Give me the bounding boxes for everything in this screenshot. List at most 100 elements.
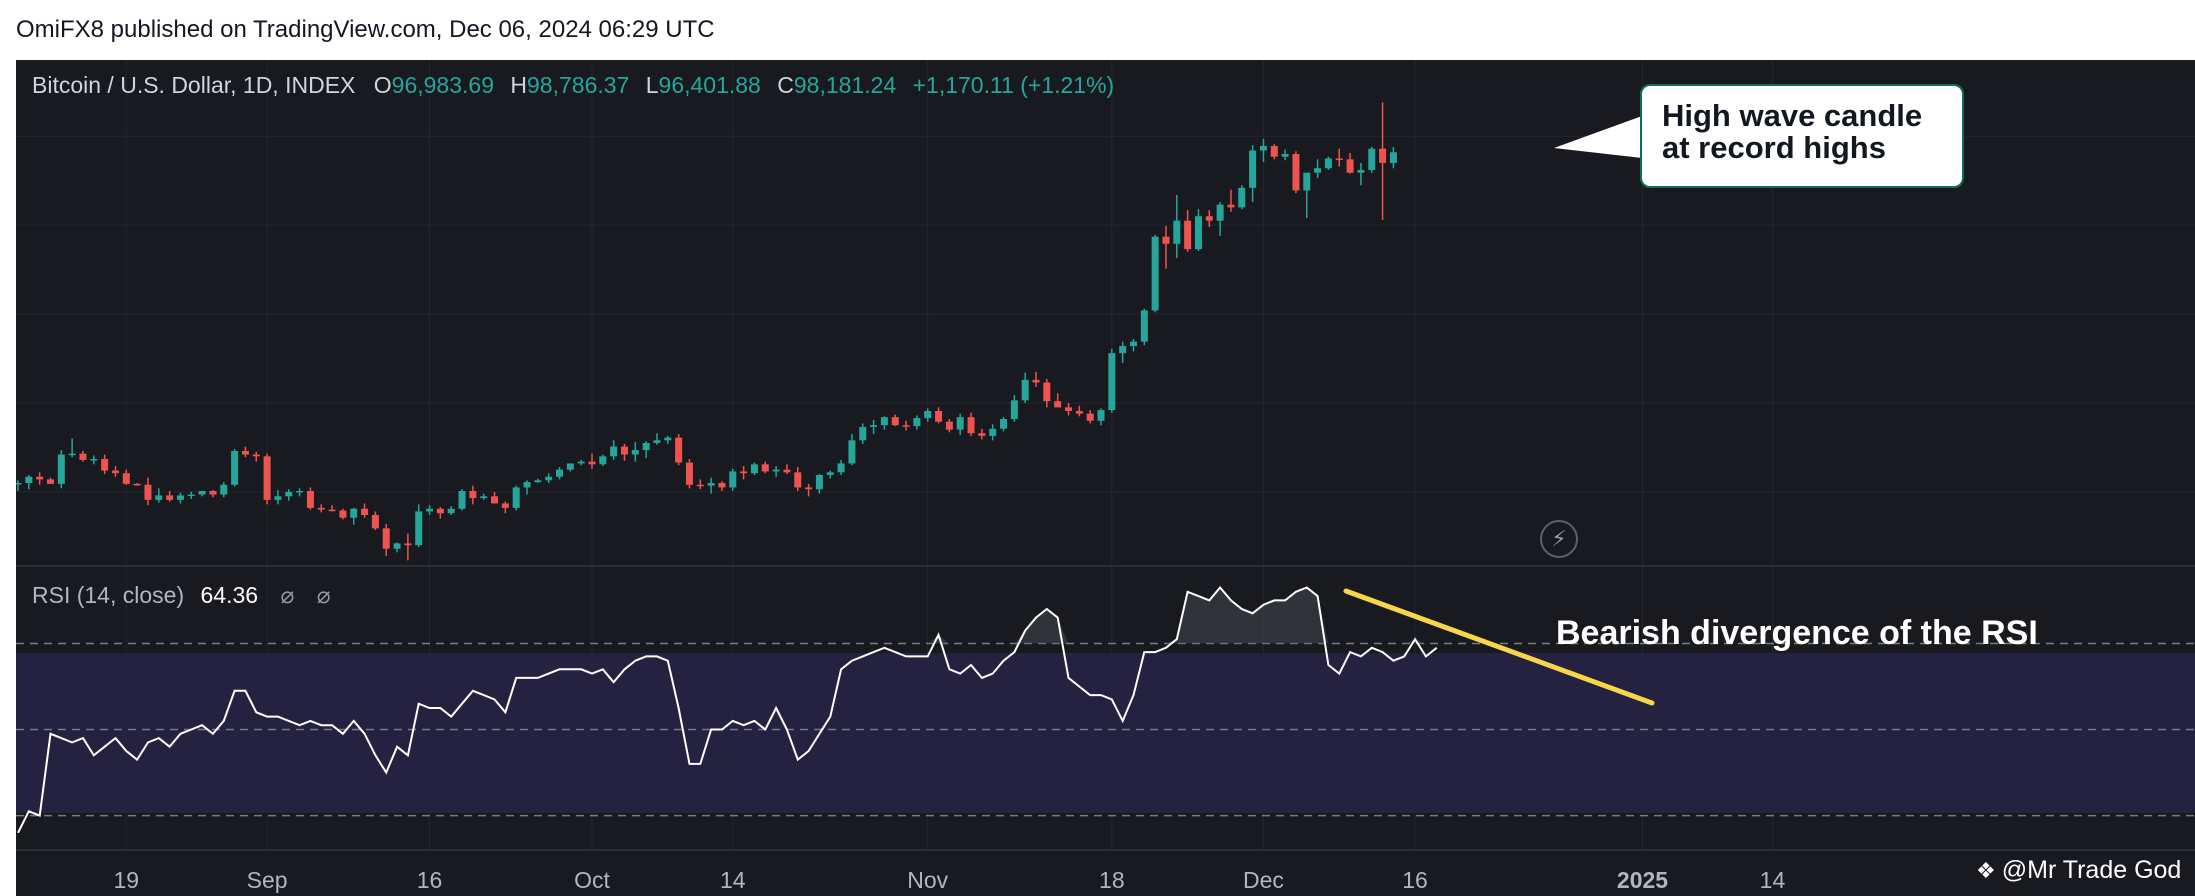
candle — [967, 412, 975, 436]
candle — [458, 489, 466, 511]
callout-line-2: at record highs — [1662, 130, 1886, 165]
candle-body — [1065, 407, 1073, 411]
symbol-legend[interactable]: Bitcoin / U.S. Dollar, 1D, INDEX O96,983… — [32, 72, 1114, 99]
candle-body — [945, 421, 953, 430]
candle — [209, 490, 217, 498]
candle — [913, 415, 921, 430]
candle — [783, 464, 791, 475]
candle-body — [577, 461, 585, 464]
candle-body — [1379, 148, 1387, 163]
candle — [610, 440, 618, 460]
candle — [707, 477, 715, 494]
candle — [1281, 149, 1289, 161]
close-label: C — [777, 72, 794, 98]
divergence-trendline[interactable] — [1343, 588, 1655, 706]
candle-body — [761, 464, 769, 472]
watermark: ❖ @Mr Trade God — [1976, 856, 2181, 885]
candle-body — [1324, 158, 1332, 169]
candle — [837, 459, 845, 475]
candle-body — [404, 543, 412, 546]
candle-body — [620, 446, 628, 455]
candle — [198, 490, 206, 497]
x-tick-label: 14 — [720, 867, 746, 893]
candle — [1368, 146, 1376, 173]
x-tick-label: 18 — [1099, 867, 1125, 893]
candle-body — [198, 490, 206, 495]
candle — [696, 479, 704, 490]
candle-body — [1205, 216, 1213, 221]
candle — [350, 507, 358, 525]
callout-box[interactable]: High wave candle at record highs — [1640, 84, 1964, 188]
candle-body — [79, 453, 87, 460]
candle-body — [133, 483, 141, 486]
candle-body — [382, 528, 390, 549]
chart-svg[interactable]: 19 Sep 16 Oct 14 Nov 18 Dec 16 2025 14 — [16, 60, 2195, 896]
candle — [1216, 202, 1224, 236]
candle-body — [924, 410, 932, 419]
candle-body — [956, 417, 964, 430]
rsi-label: RSI (14, close) — [32, 582, 185, 608]
candle-body — [750, 464, 758, 474]
lightning-icon[interactable]: ⚡ — [1540, 520, 1578, 558]
candle — [1194, 209, 1202, 251]
candle-body — [371, 514, 379, 529]
candle-body — [436, 508, 444, 514]
divergence-label[interactable]: Bearish divergence of the RSI — [1556, 614, 2038, 652]
candle-body — [1021, 379, 1029, 401]
candle-body — [101, 458, 109, 471]
candle — [501, 501, 509, 514]
candle — [306, 487, 314, 510]
rsi-legend[interactable]: RSI (14, close) 64.36 ⌀ ⌀ — [32, 582, 331, 609]
candle — [620, 443, 628, 461]
candle — [566, 463, 574, 472]
candle-body — [1173, 220, 1181, 244]
candle — [523, 480, 531, 495]
candle — [101, 454, 109, 475]
candle-body — [16, 482, 22, 485]
rsi-band — [16, 653, 2195, 813]
candle-body — [144, 484, 152, 500]
candle-body — [1346, 159, 1354, 173]
candle-body — [491, 496, 499, 504]
close-value: 98,181.24 — [793, 72, 897, 98]
candle-body — [1043, 382, 1051, 402]
candle — [1184, 210, 1192, 252]
open-label: O — [373, 72, 392, 98]
candle — [577, 459, 585, 466]
candle — [1238, 185, 1246, 210]
candle — [1140, 308, 1148, 346]
candle-body — [1194, 216, 1202, 250]
candle — [989, 424, 997, 441]
candle — [166, 490, 174, 502]
candle — [945, 418, 953, 433]
candle-body — [1184, 220, 1192, 250]
candle-body — [339, 510, 347, 518]
candle — [1270, 144, 1278, 160]
chart-area[interactable]: 19 Sep 16 Oct 14 Nov 18 Dec 16 2025 14 Bitcoin / U… — [16, 60, 2195, 896]
candle-body — [978, 433, 986, 436]
x-tick-label: Nov — [907, 867, 948, 893]
candle-body — [1259, 146, 1267, 151]
rsi-line — [17, 585, 1438, 834]
candle — [317, 504, 325, 513]
candle — [404, 533, 412, 561]
candle — [36, 472, 44, 485]
candle-body — [1108, 353, 1116, 411]
candle — [631, 442, 639, 462]
candle — [1097, 408, 1105, 426]
candle-body — [1119, 346, 1127, 354]
x-tick-label: 14 — [1760, 867, 1786, 893]
candle — [1021, 372, 1029, 403]
candle-body — [837, 463, 845, 473]
candle-body — [1086, 413, 1094, 421]
candle — [1259, 138, 1267, 163]
candle — [1000, 417, 1008, 432]
candle — [512, 485, 520, 511]
candle — [382, 523, 390, 556]
candle-body — [848, 440, 856, 464]
candle — [296, 488, 304, 497]
candle — [1086, 410, 1094, 424]
candle — [556, 466, 563, 480]
candle-body — [36, 476, 44, 480]
callout-line-1: High wave candle — [1662, 98, 1923, 133]
